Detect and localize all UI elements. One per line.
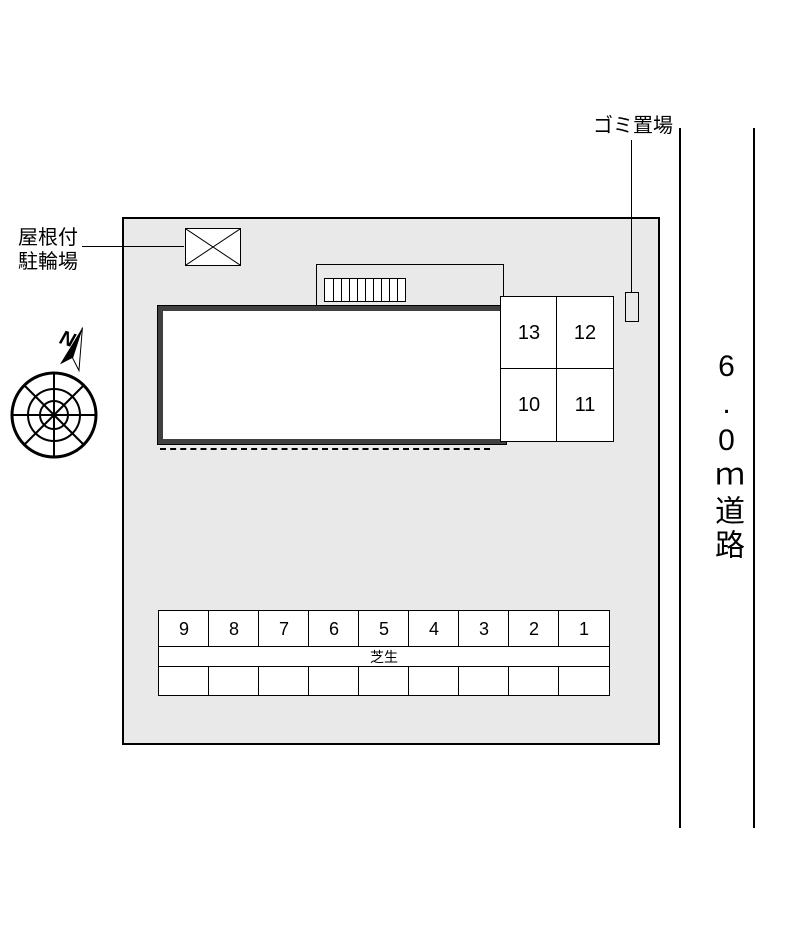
lawn-cell [208, 666, 260, 696]
parking-space-12: 12 [556, 296, 614, 370]
lawn-cell [358, 666, 410, 696]
parking-space-5: 5 [358, 610, 410, 648]
trash-area-box [625, 292, 639, 322]
parking-space-4: 4 [408, 610, 460, 648]
parking-space-11: 11 [556, 368, 614, 442]
stair-bar [373, 279, 374, 301]
lawn-cell [158, 666, 210, 696]
bike-parking-box [185, 228, 241, 266]
bike-parking-leader [82, 246, 184, 247]
stair-bar [397, 279, 398, 301]
parking-space-8: 8 [208, 610, 260, 648]
main-building [158, 306, 506, 444]
stair-bar [349, 279, 350, 301]
trash-area-leader [631, 140, 632, 302]
road-line-left [679, 128, 681, 828]
lawn-cell [258, 666, 310, 696]
dashed-boundary [160, 448, 490, 450]
site-plan: 6.0ｍ道路 ゴミ置場 屋根付 駐輪場 13121011 987654321芝生 [0, 0, 800, 942]
lawn-cell [458, 666, 510, 696]
parking-space-2: 2 [508, 610, 560, 648]
parking-space-1: 1 [558, 610, 610, 648]
parking-space-13: 13 [500, 296, 558, 370]
stairs [324, 278, 406, 302]
bike-parking-label: 屋根付 駐輪場 [18, 226, 78, 274]
parking-space-6: 6 [308, 610, 360, 648]
stair-bar [341, 279, 342, 301]
road-label: 6.0ｍ道路 [704, 350, 748, 563]
bike-parking-label-line1: 屋根付 [18, 227, 78, 249]
stair-bar [365, 279, 366, 301]
stair-bar [333, 279, 334, 301]
stair-bar [389, 279, 390, 301]
stair-bar [381, 279, 382, 301]
parking-space-9: 9 [158, 610, 210, 648]
stair-bar [357, 279, 358, 301]
parking-space-3: 3 [458, 610, 510, 648]
lawn-label-row: 芝生 [158, 646, 610, 668]
bike-parking-label-line2: 駐輪場 [18, 251, 78, 273]
compass-icon: N [0, 305, 120, 485]
parking-space-7: 7 [258, 610, 310, 648]
road-line-right [753, 128, 755, 828]
lawn-cell [558, 666, 610, 696]
lawn-cell [308, 666, 360, 696]
parking-space-10: 10 [500, 368, 558, 442]
lawn-cell [508, 666, 560, 696]
trash-area-label: ゴミ置場 [593, 114, 673, 138]
bike-parking-cross-icon [186, 229, 240, 265]
lawn-cell [408, 666, 460, 696]
